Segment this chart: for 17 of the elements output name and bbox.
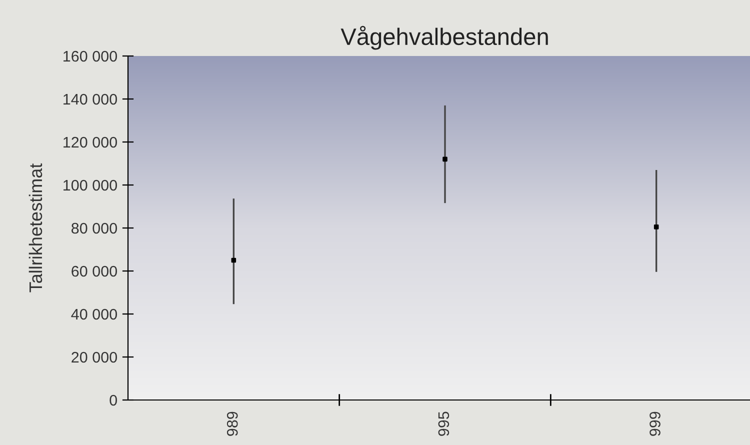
chart-title: Vågehvalbestanden bbox=[340, 26, 548, 50]
y-tick-label: 20 000 bbox=[72, 352, 117, 363]
y-tick-label: 160 000 bbox=[64, 50, 117, 62]
point bbox=[442, 156, 448, 162]
x-tick-label: 995 bbox=[438, 412, 450, 436]
y-tick-label: 140 000 bbox=[64, 94, 117, 105]
x-tick-label: 989 bbox=[226, 412, 238, 436]
y-tick-label: 120 000 bbox=[64, 136, 117, 148]
point bbox=[231, 258, 236, 263]
y-axis-title: Tallrikhetestimat bbox=[28, 163, 42, 292]
y-tick-label: 60 000 bbox=[72, 266, 117, 277]
x-tick-label: 999 bbox=[650, 412, 660, 436]
point bbox=[654, 224, 659, 230]
y-tick-label: 80 000 bbox=[72, 222, 117, 234]
y-tick-label: 100 000 bbox=[64, 180, 117, 191]
y-tick-label: 0 bbox=[110, 394, 117, 406]
y-tick-label: 40 000 bbox=[71, 308, 117, 320]
